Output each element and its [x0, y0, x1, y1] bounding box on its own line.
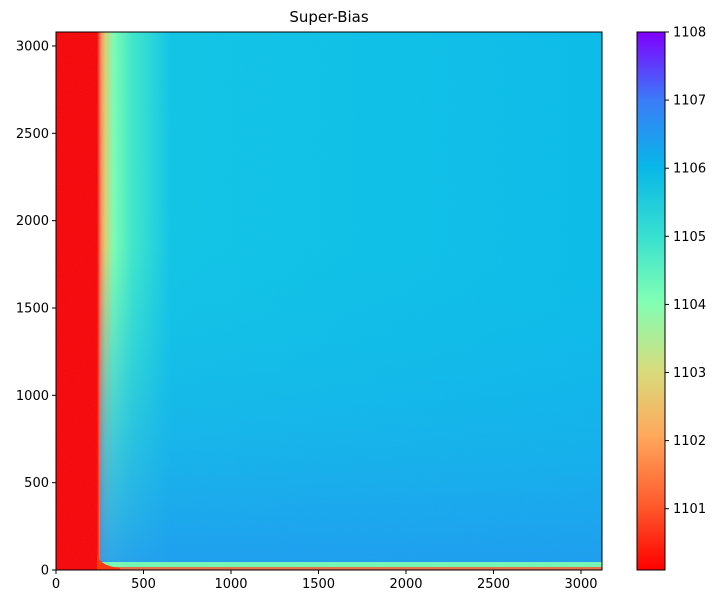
- x-axis: 0 500 1000 1500 2000 2500 3000: [52, 570, 598, 592]
- y-tick-label: 1500: [16, 301, 49, 316]
- y-tick-label: 2500: [16, 127, 49, 142]
- y-tick-label: 1000: [16, 389, 49, 404]
- chart-title: Super-Bias: [289, 8, 369, 26]
- x-tick-label: 0: [52, 577, 60, 592]
- x-tick-label: 500: [131, 577, 156, 592]
- x-tick-label: 1000: [214, 577, 247, 592]
- colorbar-tick-label: 1104: [673, 298, 706, 313]
- colorbar: [637, 32, 665, 570]
- colorbar-tick-label: 1105: [673, 230, 706, 245]
- y-tick-label: 0: [41, 564, 49, 579]
- colorbar-tick-label: 1106: [673, 162, 706, 177]
- heatmap-bottom-edge: [100, 567, 602, 570]
- x-tick-label: 3000: [564, 577, 597, 592]
- colorbar-tick-label: 1101: [673, 502, 706, 517]
- y-tick-label: 2000: [16, 214, 49, 229]
- colorbar-axis: 1101 1102 1103 1104 1105 1106 1107 1108: [665, 26, 706, 517]
- y-tick-label: 500: [24, 476, 49, 491]
- plot-frame: [55, 31, 603, 571]
- heatmap-corner: [97, 555, 120, 570]
- y-axis: 0 500 1000 1500 2000 2500 3000: [16, 39, 56, 579]
- x-tick-label: 2000: [389, 577, 422, 592]
- x-tick-label: 1500: [302, 577, 335, 592]
- colorbar-tick-label: 1103: [673, 366, 706, 381]
- heatmap-noise: [56, 32, 602, 570]
- heatmap-image: [56, 32, 602, 570]
- colorbar-tick-label: 1102: [673, 434, 706, 449]
- colorbar-frame: [636, 31, 666, 571]
- heatmap-bottom-band: [100, 562, 602, 570]
- y-tick-label: 3000: [16, 39, 49, 54]
- colorbar-tick-label: 1108: [673, 26, 706, 41]
- x-tick-label: 2500: [477, 577, 510, 592]
- colorbar-tick-label: 1107: [673, 94, 706, 109]
